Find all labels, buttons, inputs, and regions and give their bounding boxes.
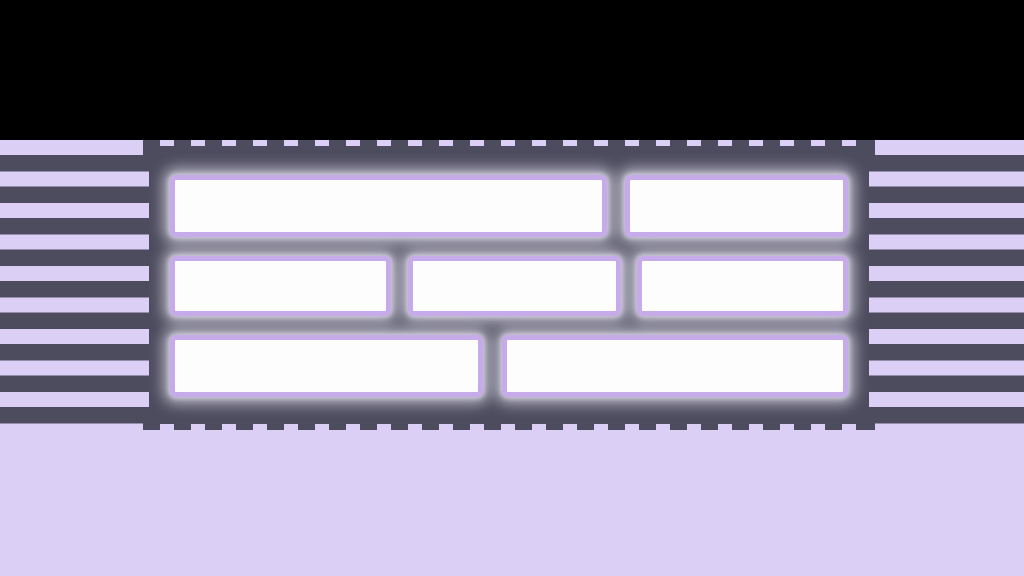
dashed-border-top: [143, 140, 875, 147]
dashed-drop-zone[interactable]: [143, 140, 875, 430]
card-row: [170, 335, 848, 397]
card-grid: [170, 175, 848, 397]
card-row: [170, 256, 848, 316]
placeholder-card[interactable]: [170, 256, 391, 316]
dashed-border-right: [868, 140, 875, 430]
placeholder-card[interactable]: [407, 256, 621, 316]
dashed-border-bottom: [143, 423, 875, 430]
placeholder-card[interactable]: [502, 335, 848, 397]
dashed-border-left: [143, 140, 150, 430]
top-black-bar: [0, 0, 1024, 140]
placeholder-card[interactable]: [170, 335, 483, 397]
placeholder-card[interactable]: [637, 256, 848, 316]
placeholder-card[interactable]: [170, 175, 607, 237]
card-row: [170, 175, 848, 237]
placeholder-card[interactable]: [625, 175, 848, 237]
